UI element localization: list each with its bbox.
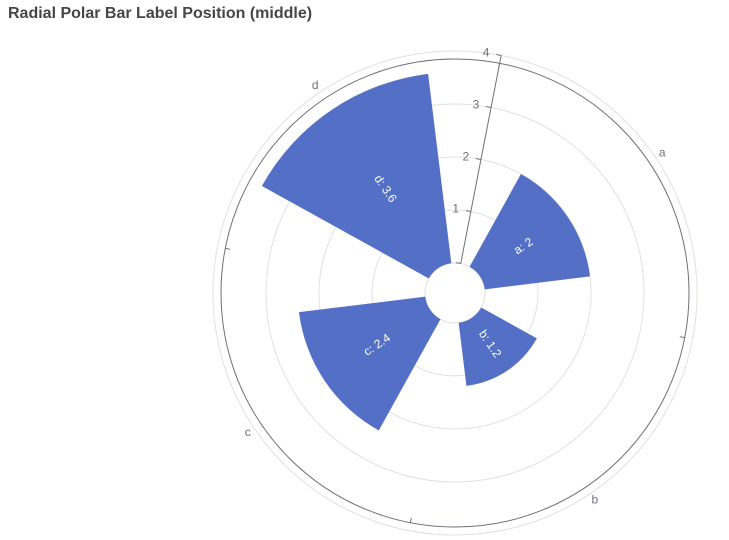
radius-tick-label: 1 bbox=[452, 201, 459, 215]
axes bbox=[220, 54, 690, 528]
category-label-c: c bbox=[245, 425, 251, 439]
bar-c bbox=[298, 296, 441, 431]
radius-tick-label: 2 bbox=[462, 149, 469, 163]
radius-split-circle bbox=[212, 50, 698, 536]
radius-split-circle bbox=[424, 262, 486, 324]
chart-title: Radial Polar Bar Label Position (middle) bbox=[8, 5, 313, 22]
category-label-b: b bbox=[591, 492, 598, 506]
radius-axis-tick bbox=[455, 262, 461, 265]
bar-d bbox=[261, 73, 452, 279]
bar-a bbox=[469, 174, 590, 290]
angle-axis-tick bbox=[679, 336, 685, 339]
angle-axis-circle bbox=[220, 58, 690, 528]
radius-tick-label: 3 bbox=[473, 97, 480, 111]
radius-axis-tick bbox=[475, 158, 482, 160]
radius-split-lines bbox=[212, 50, 698, 536]
angle-axis-tick bbox=[409, 517, 412, 523]
radius-tick-label: 4 bbox=[483, 45, 490, 59]
angle-axis-tick bbox=[225, 247, 231, 250]
radius-axis-tick bbox=[465, 210, 471, 213]
radius-split-circle bbox=[318, 156, 592, 430]
radius-split-circle bbox=[265, 103, 645, 483]
radius-axis-tick bbox=[486, 106, 492, 108]
bar-b bbox=[458, 307, 537, 386]
radius-split-circle bbox=[371, 209, 539, 377]
category-label-d: d bbox=[312, 78, 319, 92]
category-label-a: a bbox=[659, 145, 666, 159]
radius-axis-tick bbox=[496, 54, 502, 56]
bar-series bbox=[261, 73, 590, 431]
